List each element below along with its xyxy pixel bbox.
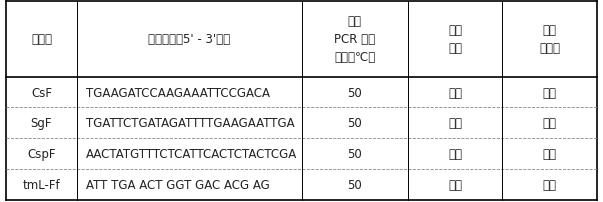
Text: 50: 50 xyxy=(347,86,362,99)
Text: 引物
特异性: 引物 特异性 xyxy=(539,24,560,55)
Text: CspF: CspF xyxy=(27,147,55,160)
Text: 正向: 正向 xyxy=(448,117,462,130)
Text: 通用: 通用 xyxy=(543,178,557,191)
Text: 引物名: 引物名 xyxy=(31,33,52,46)
Text: 特异: 特异 xyxy=(543,117,557,130)
Text: tmL-Ff: tmL-Ff xyxy=(23,178,60,191)
Text: 正向: 正向 xyxy=(448,86,462,99)
Text: 50: 50 xyxy=(347,117,362,130)
Text: TGATTCTGATAGATTTTGAAGAATTGA: TGATTCTGATAGATTTTGAAGAATTGA xyxy=(86,117,294,130)
Text: 正向: 正向 xyxy=(448,147,462,160)
Text: ATT TGA ACT GGT GAC ACG AG: ATT TGA ACT GGT GAC ACG AG xyxy=(86,178,270,191)
Text: 特异: 特异 xyxy=(543,86,557,99)
Text: TGAAGATCCAAGAAATTCCGACA: TGAAGATCCAAGAAATTCCGACA xyxy=(86,86,270,99)
Text: 引物序列（5' - 3'端）: 引物序列（5' - 3'端） xyxy=(148,33,230,46)
Text: 反向: 反向 xyxy=(448,178,462,191)
Text: 50: 50 xyxy=(347,178,362,191)
Text: 多重
PCR 退火
温度（℃）: 多重 PCR 退火 温度（℃） xyxy=(334,15,375,64)
Text: SgF: SgF xyxy=(31,117,52,130)
Text: 引物
方向: 引物 方向 xyxy=(448,24,462,55)
Text: 特异: 特异 xyxy=(543,147,557,160)
Text: CsF: CsF xyxy=(31,86,52,99)
Text: AACTATGTTTCTCATTCACTCTACTCGA: AACTATGTTTCTCATTCACTCTACTCGA xyxy=(86,147,297,160)
Text: 50: 50 xyxy=(347,147,362,160)
